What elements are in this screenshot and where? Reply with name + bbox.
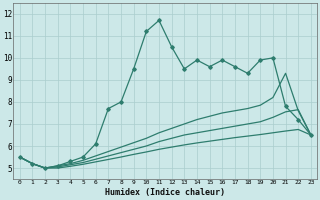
X-axis label: Humidex (Indice chaleur): Humidex (Indice chaleur) [105,188,225,197]
